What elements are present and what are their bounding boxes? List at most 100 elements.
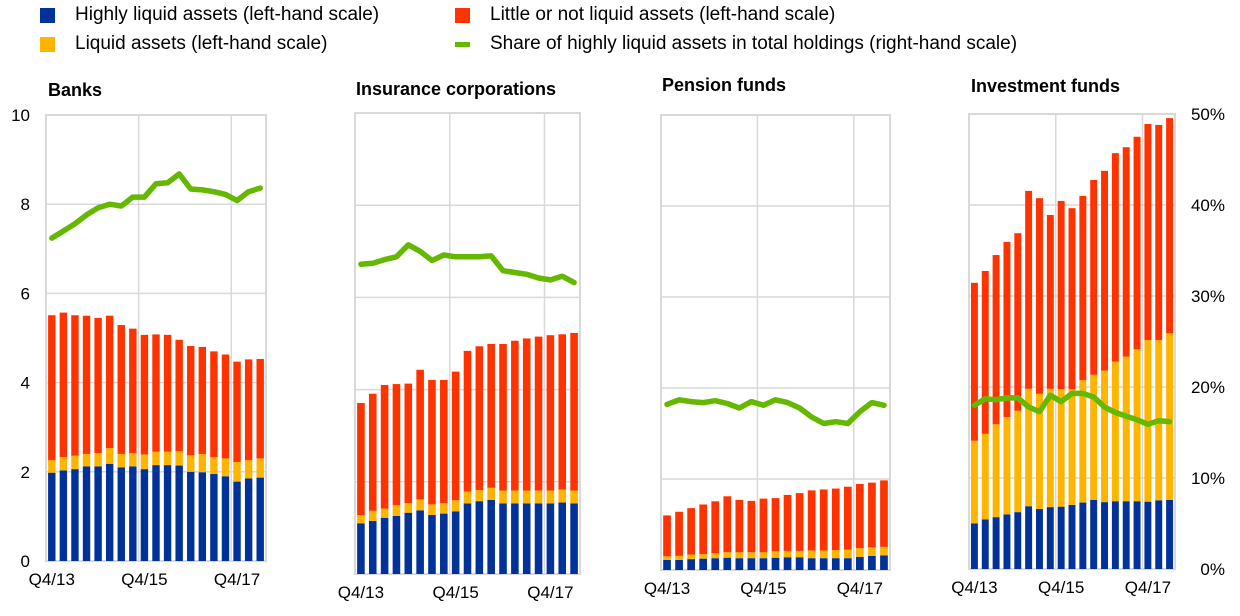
y-tick-label-right: 40% [1191,196,1225,215]
bar-highly-liquid [856,556,864,570]
x-tick-label: Q4/13 [338,583,384,602]
bar-little-or-not-liquid [1122,147,1130,357]
bar-highly-liquid [380,517,389,574]
bar-highly-liquid [1003,514,1011,569]
bar-highly-liquid [368,520,377,574]
y-tick-label-left: 2 [21,463,30,482]
bar-little-or-not-liquid [856,484,864,549]
legend-item-little-or-not-liquid: Little or not liquid assets (left-hand s… [455,4,835,26]
bar-little-or-not-liquid [807,490,816,551]
bar-highly-liquid [392,515,401,574]
bar-liquid [735,552,744,559]
bar-liquid [687,554,695,560]
bar-little-or-not-liquid [759,498,768,553]
bar-highly-liquid [187,471,195,561]
bar-liquid [807,550,816,559]
y-tick-label-right: 10% [1191,469,1225,488]
share-line [971,390,1173,428]
bar-highly-liquid [1014,512,1022,569]
bar-little-or-not-liquid [463,350,472,492]
bar-little-or-not-liquid [1014,233,1022,411]
bar-liquid [82,453,91,467]
bar-highly-liquid [105,463,114,561]
bar-highly-liquid [71,469,79,561]
bar-little-or-not-liquid [511,340,519,491]
bar-liquid [1036,393,1043,509]
bar-highly-liquid [416,510,424,574]
bar-little-or-not-liquid [1046,215,1054,389]
bar-liquid [843,549,852,559]
bar-little-or-not-liquid [416,369,424,500]
bar-highly-liquid [233,481,241,561]
bar-little-or-not-liquid [82,315,91,454]
bar-liquid [831,549,840,559]
bar-liquid [428,504,436,515]
bar-highly-liquid [843,558,852,570]
bar-highly-liquid [256,477,264,561]
bar-little-or-not-liquid [428,379,436,505]
bar-liquid [48,460,56,473]
bar-highly-liquid [759,558,768,570]
bar-little-or-not-liquid [771,498,780,552]
bar-liquid [357,514,365,524]
bar-highly-liquid [735,558,744,570]
legend-label-liquid: Liquid assets (left-hand scale) [75,33,328,54]
share-line [49,171,263,241]
bar-liquid [210,457,218,475]
bar-liquid [368,510,377,521]
bar-little-or-not-liquid [675,511,683,556]
bar-highly-liquid [1079,502,1087,569]
bar-liquid [546,490,555,504]
panel-title: Investment funds [971,76,1120,96]
bar-liquid [140,454,149,470]
bar-highly-liquid [198,472,207,561]
bar-liquid [256,458,264,478]
bar-liquid [152,451,160,466]
bar-little-or-not-liquid [368,393,377,511]
bar-highly-liquid [663,559,671,570]
bar-highly-liquid [831,558,840,570]
bar-little-or-not-liquid [187,346,195,456]
bar-little-or-not-liquid [59,312,68,458]
bar-little-or-not-liquid [1057,200,1065,390]
bar-highly-liquid [795,557,804,570]
legend-item-liquid: Liquid assets (left-hand scale) [40,33,327,55]
bar-highly-liquid [428,514,436,574]
bar-little-or-not-liquid [1036,198,1043,394]
y-tick-label-right: 0% [1200,560,1225,579]
bar-liquid [1003,417,1011,515]
bar-highly-liquid [152,465,160,561]
bar-little-or-not-liquid [1144,124,1152,341]
bar-liquid [244,460,253,479]
bar-liquid [1144,340,1152,502]
bar-highly-liquid [783,557,792,570]
bar-highly-liquid [404,512,413,574]
bar-highly-liquid [82,466,91,561]
bar-little-or-not-liquid [105,315,114,449]
bar-liquid [511,490,519,504]
bar-little-or-not-liquid [404,383,413,504]
bar-highly-liquid [1057,506,1065,569]
bar-liquid [404,503,413,513]
bar-liquid [868,547,876,556]
panel-title: Insurance corporations [356,79,556,99]
bar-liquid [416,499,424,511]
y-tick-label-left: 0 [21,552,30,571]
bar-highly-liquid [1036,508,1043,569]
bar-little-or-not-liquid [992,255,1000,425]
bar-little-or-not-liquid [747,500,756,553]
bar-little-or-not-liquid [163,334,172,452]
bar-liquid [1090,374,1098,500]
bar-little-or-not-liquid [71,315,79,456]
bar-liquid [970,440,978,524]
bar-highly-liquid [558,502,567,574]
bar-liquid [711,553,720,559]
x-tick-label: Q4/15 [740,579,786,598]
x-tick-label: Q4/13 [29,570,75,589]
bar-liquid [187,455,195,472]
bar-liquid [1101,370,1108,503]
bar-highly-liquid [699,558,708,570]
bar-little-or-not-liquid [880,480,888,547]
bar-highly-liquid [221,476,230,561]
y-tick-label-right: 50% [1191,105,1225,124]
